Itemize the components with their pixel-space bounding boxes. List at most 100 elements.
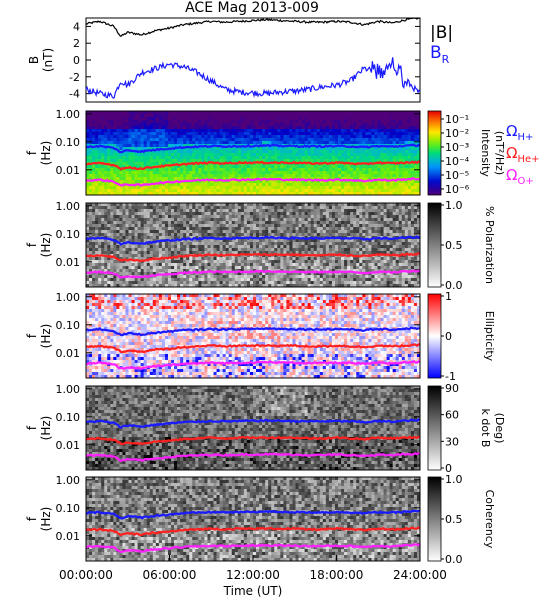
polarization-heatmap-cell	[158, 242, 163, 246]
intensity-heatmap-cell	[380, 177, 384, 181]
polarization-heatmap-cell	[183, 266, 187, 270]
polarization-heatmap-cell	[253, 221, 257, 225]
intensity-heatmap-cell	[401, 168, 406, 172]
polarization-heatmap-cell	[174, 263, 178, 267]
intensity-heatmap-cell	[350, 138, 354, 142]
intensity-heatmap-cell	[350, 153, 354, 157]
polarization-heatmap-cell	[119, 269, 123, 273]
intensity-heatmap-cell	[201, 135, 205, 139]
polarization-heatmap-cell	[249, 266, 254, 270]
polarization-heatmap-cell	[262, 227, 266, 231]
polarization-heatmap-cell	[262, 266, 266, 270]
polarization-heatmap-cell	[243, 248, 248, 252]
intensity-heatmap-cell	[277, 153, 281, 157]
polarization-heatmap-cell	[256, 203, 260, 207]
polarization-heatmap-cell	[174, 281, 178, 285]
intensity-heatmap-cell	[249, 186, 254, 190]
polarization-heatmap-cell	[192, 278, 196, 282]
polarization-heatmap-cell	[164, 263, 169, 267]
polarization-heatmap-cell	[198, 251, 202, 255]
intensity-heatmap-cell	[137, 156, 142, 160]
polarization-heatmap-cell	[192, 284, 196, 288]
polarization-heatmap-cell	[137, 269, 142, 273]
intensity-heatmap-cell	[143, 156, 148, 160]
intensity-heatmap-cell	[319, 159, 324, 163]
polarization-heatmap-cell	[240, 275, 245, 279]
polarization-heatmap-cell	[256, 248, 260, 252]
intensity-heatmap-cell	[228, 114, 233, 118]
intensity-heatmap-cell	[246, 147, 251, 151]
polarization-heatmap-cell	[171, 278, 175, 282]
polarization-heatmap-cell	[271, 269, 275, 273]
polarization-heatmap-cell	[143, 263, 148, 267]
intensity-heatmap-cell	[149, 114, 154, 118]
intensity-heatmap-cell	[307, 168, 312, 172]
polarization-heatmap-cell	[149, 266, 154, 270]
intensity-heatmap-cell	[92, 180, 96, 184]
intensity-heatmap-cell	[98, 183, 102, 187]
polarization-heatmap-cell	[198, 278, 202, 282]
polarization-heatmap-cell	[104, 230, 108, 234]
polarization-heatmap-cell	[143, 239, 148, 243]
polarization-heatmap-cell	[283, 284, 287, 288]
intensity-heatmap-cell	[398, 123, 403, 127]
intensity-heatmap-cell	[274, 165, 278, 169]
intensity-heatmap-cell	[283, 111, 287, 115]
intensity-heatmap-cell	[158, 168, 163, 172]
polarization-heatmap-cell	[125, 221, 129, 225]
polarization-heatmap-cell	[259, 245, 263, 249]
polarization-heatmap-cell	[161, 230, 166, 234]
polarization-heatmap-cell	[204, 248, 208, 252]
polarization-heatmap-cell	[207, 272, 211, 276]
polarization-heatmap-cell	[164, 224, 169, 228]
intensity-heatmap-cell	[174, 189, 178, 193]
intensity-heatmap-cell	[219, 123, 223, 127]
intensity-heatmap-cell	[344, 132, 348, 136]
intensity-heatmap-cell	[183, 159, 187, 163]
intensity-heatmap-cell	[113, 120, 117, 124]
polarization-heatmap-cell	[228, 248, 233, 252]
polarization-heatmap-cell	[186, 242, 190, 246]
intensity-heatmap-cell	[304, 192, 309, 196]
polarization-heatmap-cell	[128, 233, 132, 237]
intensity-heatmap-cell	[334, 153, 339, 157]
intensity-heatmap-cell	[143, 114, 148, 118]
intensity-heatmap-cell	[246, 120, 251, 124]
intensity-heatmap-cell	[164, 132, 169, 136]
intensity-heatmap-cell	[186, 150, 190, 154]
intensity-heatmap-cell	[365, 126, 369, 130]
intensity-ytick-label: 0.10	[56, 136, 81, 149]
polarization-heatmap-cell	[237, 218, 242, 222]
intensity-heatmap-cell	[104, 192, 108, 196]
intensity-heatmap-cell	[222, 141, 227, 145]
intensity-heatmap-cell	[125, 114, 129, 118]
intensity-heatmap-cell	[310, 183, 315, 187]
intensity-heatmap-cell	[107, 129, 111, 133]
polarization-heatmap-cell	[222, 227, 227, 231]
polarization-heatmap-cell	[231, 221, 236, 225]
intensity-heatmap-cell	[213, 114, 217, 118]
polarization-heatmap-cell	[95, 209, 99, 213]
intensity-heatmap-cell	[280, 120, 284, 124]
intensity-heatmap-cell	[152, 111, 157, 115]
polarization-heatmap-cell	[228, 275, 233, 279]
intensity-heatmap-cell	[189, 141, 193, 145]
intensity-heatmap-cell	[134, 153, 138, 157]
intensity-heatmap-cell	[240, 114, 245, 118]
intensity-heatmap-cell	[137, 162, 142, 166]
intensity-heatmap-cell	[280, 126, 284, 130]
polarization-heatmap-cell	[104, 209, 108, 213]
intensity-heatmap-cell	[167, 120, 172, 124]
intensity-heatmap-cell	[350, 159, 354, 163]
intensity-heatmap-cell	[274, 174, 278, 178]
polarization-heatmap-cell	[249, 227, 254, 231]
intensity-heatmap-cell	[277, 189, 281, 193]
intensity-heatmap-cell	[92, 117, 96, 121]
intensity-heatmap-cell	[283, 186, 287, 190]
intensity-heatmap-cell	[350, 117, 354, 121]
polarization-heatmap-cell	[204, 266, 208, 270]
intensity-heatmap-cell	[183, 144, 187, 148]
polarization-heatmap-cell	[231, 212, 236, 216]
polarization-heatmap-cell	[271, 245, 275, 249]
intensity-heatmap-cell	[125, 126, 129, 130]
